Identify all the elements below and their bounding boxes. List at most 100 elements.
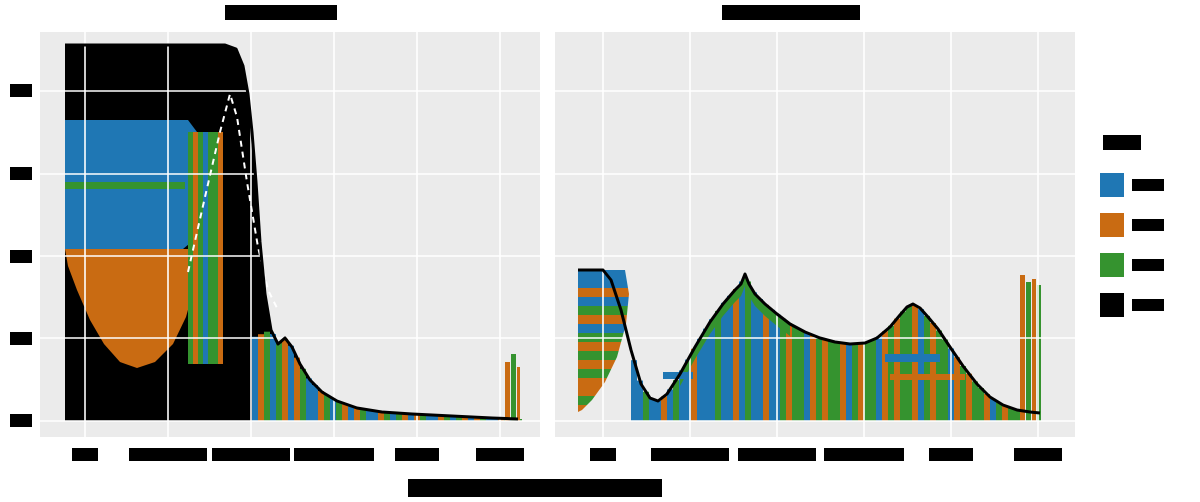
- legend-label-redacted: [1132, 259, 1164, 271]
- histogram-bar: [715, 310, 721, 421]
- histogram-bar: [354, 408, 360, 421]
- histogram-bar: [252, 336, 258, 421]
- histogram-bar: [775, 314, 781, 421]
- histogram-bar: [282, 338, 288, 421]
- histogram-bar: [978, 388, 984, 421]
- streak-green: [65, 182, 185, 189]
- streak-green: [1026, 282, 1031, 421]
- histogram-bar: [661, 396, 667, 421]
- histogram-bar: [870, 339, 876, 421]
- histogram-bar: [972, 381, 978, 421]
- legend-label-redacted: [1132, 299, 1164, 311]
- histogram-bar: [462, 416, 468, 421]
- histogram-bar: [649, 398, 655, 421]
- histogram-bar: [276, 343, 282, 421]
- histogram-bar: [840, 343, 846, 421]
- histogram-bar: [709, 319, 715, 421]
- density-curve: [65, 43, 519, 421]
- histogram-bar: [804, 332, 810, 421]
- histogram-bar: [264, 331, 270, 421]
- histogram-bar: [396, 413, 402, 421]
- histogram-bar: [402, 413, 408, 421]
- histogram-bar: [769, 309, 775, 421]
- histogram-bar: [924, 315, 930, 421]
- y-tick-label-redacted: [10, 250, 32, 263]
- legend-key-orange: [1100, 213, 1124, 237]
- x-tick-label-redacted: [1014, 448, 1062, 461]
- histogram-bar: [966, 373, 972, 421]
- histogram-bar: [667, 389, 673, 421]
- histogram-bar: [294, 357, 300, 421]
- histogram-bar: [703, 328, 709, 421]
- histogram-bar: [198, 132, 203, 364]
- histogram-bar: [763, 304, 769, 421]
- panel-left: [40, 32, 540, 437]
- facet-title-right-redacted: [722, 5, 860, 20]
- streak-green: [1037, 285, 1041, 421]
- histogram-bar: [954, 357, 960, 421]
- streak-orange: [505, 362, 510, 421]
- x-tick-label-redacted: [738, 448, 816, 461]
- histogram-bar: [685, 359, 691, 421]
- histogram-bar: [852, 343, 858, 421]
- histogram-bar: [426, 414, 432, 421]
- y-tick-label-redacted: [10, 332, 32, 345]
- histogram-bar: [864, 342, 870, 421]
- x-tick-label-redacted: [929, 448, 973, 461]
- histogram-bar: [444, 415, 450, 421]
- histogram-bar: [637, 380, 643, 421]
- x-tick-label-redacted: [651, 448, 729, 461]
- y-tick-label-redacted: [10, 84, 32, 97]
- x-tick-label-redacted: [590, 448, 616, 461]
- legend-key-blue: [1100, 173, 1124, 197]
- histogram-bar: [631, 360, 637, 421]
- histogram-bar: [450, 416, 456, 421]
- histogram-bar: [366, 409, 372, 421]
- x-tick-label-redacted: [824, 448, 904, 461]
- histogram-bar: [757, 299, 763, 421]
- histogram-bar: [786, 323, 792, 421]
- histogram-bar: [894, 318, 900, 421]
- histogram-bar: [378, 411, 384, 421]
- histogram-bar: [990, 398, 996, 421]
- histogram-bar: [745, 281, 751, 421]
- histogram-bar: [918, 309, 924, 421]
- histogram-bar: [960, 366, 966, 421]
- histogram-bar: [846, 343, 852, 421]
- histogram-bar: [697, 338, 703, 421]
- histogram-bar: [810, 335, 816, 421]
- histogram-bar: [193, 132, 198, 364]
- legend-label-redacted: [1132, 219, 1164, 231]
- legend-key-black: [1100, 293, 1124, 317]
- histogram-bar: [213, 132, 218, 364]
- histogram-bar: [360, 408, 366, 421]
- histogram-bar: [480, 417, 486, 421]
- histogram-bar: [1002, 405, 1008, 421]
- histogram-bar: [336, 401, 342, 421]
- density-curve: [578, 268, 1041, 415]
- legend-title-redacted: [1103, 135, 1141, 150]
- histogram-bar: [474, 417, 480, 421]
- histogram-bar: [780, 318, 786, 421]
- histogram-bar: [208, 132, 213, 364]
- histogram-bar: [900, 311, 906, 421]
- histogram-bar: [822, 339, 828, 421]
- y-tick-label-redacted: [10, 167, 32, 180]
- histogram-bar: [727, 295, 733, 421]
- histogram-bar: [468, 416, 474, 421]
- x-tick-label-redacted: [294, 448, 374, 461]
- histogram-bar: [408, 413, 414, 421]
- histogram-bar: [930, 323, 936, 421]
- histogram-bar: [912, 305, 918, 421]
- histogram-bar: [984, 394, 990, 421]
- histogram-bar: [330, 398, 336, 421]
- streak-orange: [1020, 275, 1025, 421]
- histogram-bar: [906, 306, 912, 421]
- histogram-bar: [733, 289, 739, 421]
- histogram-bar: [372, 410, 378, 421]
- histogram-bar: [203, 132, 208, 364]
- x-tick-label-redacted: [129, 448, 207, 461]
- histogram-bar: [1008, 407, 1014, 421]
- histogram-bar: [324, 395, 330, 421]
